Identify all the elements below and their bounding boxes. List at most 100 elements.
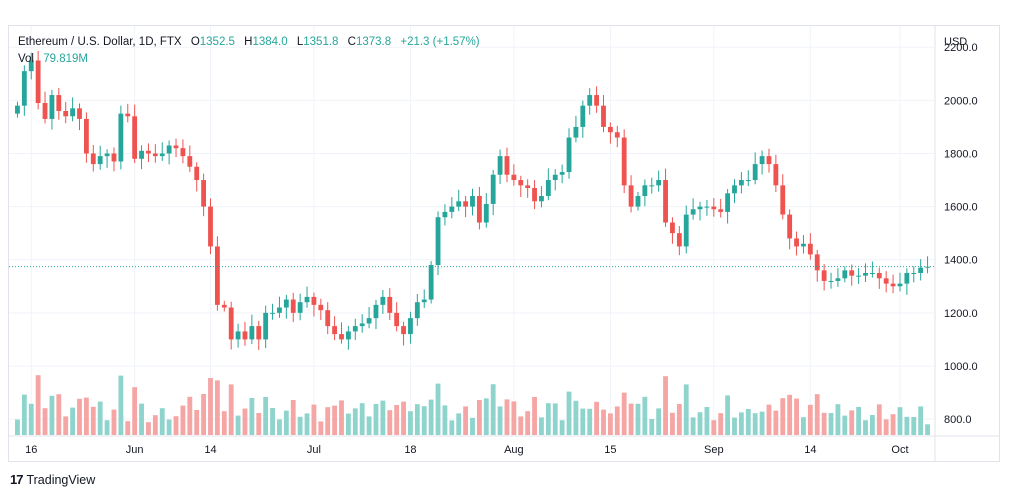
volume-bar: [125, 421, 131, 435]
volume-bar: [35, 375, 41, 435]
y-tick-label: 1200.0: [944, 308, 978, 320]
volume-bar: [159, 408, 165, 435]
candle-body: [780, 185, 786, 215]
volume-bar: [718, 413, 724, 435]
candle-body: [421, 299, 427, 303]
high-label: H: [244, 36, 253, 48]
volume-bar: [428, 399, 434, 435]
volume-label[interactable]: Vol: [18, 53, 34, 65]
candle-body: [49, 95, 55, 119]
volume-bar: [697, 412, 703, 435]
candle-body: [449, 206, 455, 212]
volume-bar: [311, 404, 317, 435]
volume-bar: [801, 417, 806, 435]
time-axis[interactable]: 16 Jun 14 Jul 18 Aug 15 Sep 14 Oct: [9, 435, 999, 456]
volume-bar: [97, 401, 103, 435]
volume-bar: [49, 395, 55, 435]
volume-bar: [118, 375, 124, 435]
x-tick-label: 14: [204, 444, 216, 456]
candle-body: [738, 180, 744, 186]
y-tick-label: 1600.0: [944, 202, 978, 214]
volume-bar: [787, 394, 793, 435]
volume-bar: [208, 378, 213, 435]
volume-bar: [725, 395, 731, 435]
candle-body: [483, 203, 489, 223]
volume-bar: [146, 422, 151, 435]
volume-bar: [635, 403, 641, 435]
candle-body: [435, 217, 441, 266]
volume-bar: [63, 416, 69, 435]
candles: [15, 50, 930, 351]
volume-bar: [28, 403, 34, 435]
candle-body: [352, 326, 358, 332]
volume-bar: [152, 415, 158, 435]
x-tick-label: Jun: [126, 444, 144, 456]
volume-bar: [304, 413, 310, 435]
change-value: +21.3 (+1.57%): [400, 36, 480, 48]
y-tick-label: 1000.0: [944, 361, 978, 373]
volume-bar: [849, 410, 855, 435]
candle-body: [670, 222, 675, 234]
volume-bar: [373, 404, 379, 435]
candle-body: [111, 153, 117, 162]
candle-body: [173, 145, 179, 149]
candle-body: [28, 60, 34, 72]
candle-body: [842, 270, 848, 279]
candle-body: [697, 206, 703, 210]
volume-bar: [649, 419, 655, 435]
candle-body: [463, 201, 469, 207]
volume-bar: [235, 415, 241, 435]
candle-body: [690, 209, 696, 215]
open-label: O: [190, 36, 200, 48]
x-tick-label: 14: [804, 444, 816, 456]
candle-body: [387, 296, 393, 313]
volume-bar: [139, 403, 144, 435]
y-tick-label: 800.0: [944, 414, 972, 426]
volume-bar: [249, 398, 255, 435]
candle-body: [304, 296, 310, 303]
volume-bar: [401, 401, 406, 435]
volume-bar: [863, 420, 868, 435]
volume-bar: [704, 407, 710, 435]
tradingview-logo-icon: 17: [10, 472, 24, 487]
candle-body: [70, 108, 76, 117]
tradingview-logo[interactable]: 17 TradingView: [10, 472, 95, 487]
candle-body: [566, 137, 572, 173]
candle-body: [408, 318, 413, 335]
volume-bar: [435, 383, 441, 435]
volume-bar: [256, 413, 262, 435]
volume-bar: [394, 405, 400, 435]
candle-body: [897, 283, 903, 287]
volume-bar: [683, 384, 689, 435]
x-tick-label: Jul: [307, 444, 321, 456]
volume-bar: [490, 384, 496, 435]
candle-body: [759, 156, 765, 165]
candle-body: [166, 145, 172, 154]
volume-bar: [83, 397, 89, 435]
volume-bar: [187, 396, 193, 435]
volume-bar: [21, 394, 27, 435]
volume-bar: [270, 408, 275, 435]
candle-body: [97, 156, 103, 165]
candle-body: [545, 180, 551, 196]
candle-body: [642, 185, 648, 196]
x-tick-label: 16: [25, 444, 37, 456]
candle-body: [325, 310, 331, 327]
symbol-title[interactable]: Ethereum / U.S. Dollar, 1D, FTX: [18, 36, 182, 48]
candle-body: [752, 164, 758, 181]
candle-body: [380, 296, 386, 305]
candle-body: [228, 307, 234, 340]
candle-body: [63, 110, 69, 117]
volume-bar: [442, 405, 448, 435]
volume-bar: [566, 391, 572, 435]
volume-bar: [483, 398, 489, 435]
volume-bar: [628, 403, 634, 435]
candle-body: [394, 312, 400, 327]
volume-bar: [559, 420, 565, 435]
close-value: 1373.8: [355, 36, 392, 48]
candle-body: [911, 272, 917, 274]
volume-bar: [463, 406, 469, 435]
currency-label: USD: [944, 36, 967, 48]
